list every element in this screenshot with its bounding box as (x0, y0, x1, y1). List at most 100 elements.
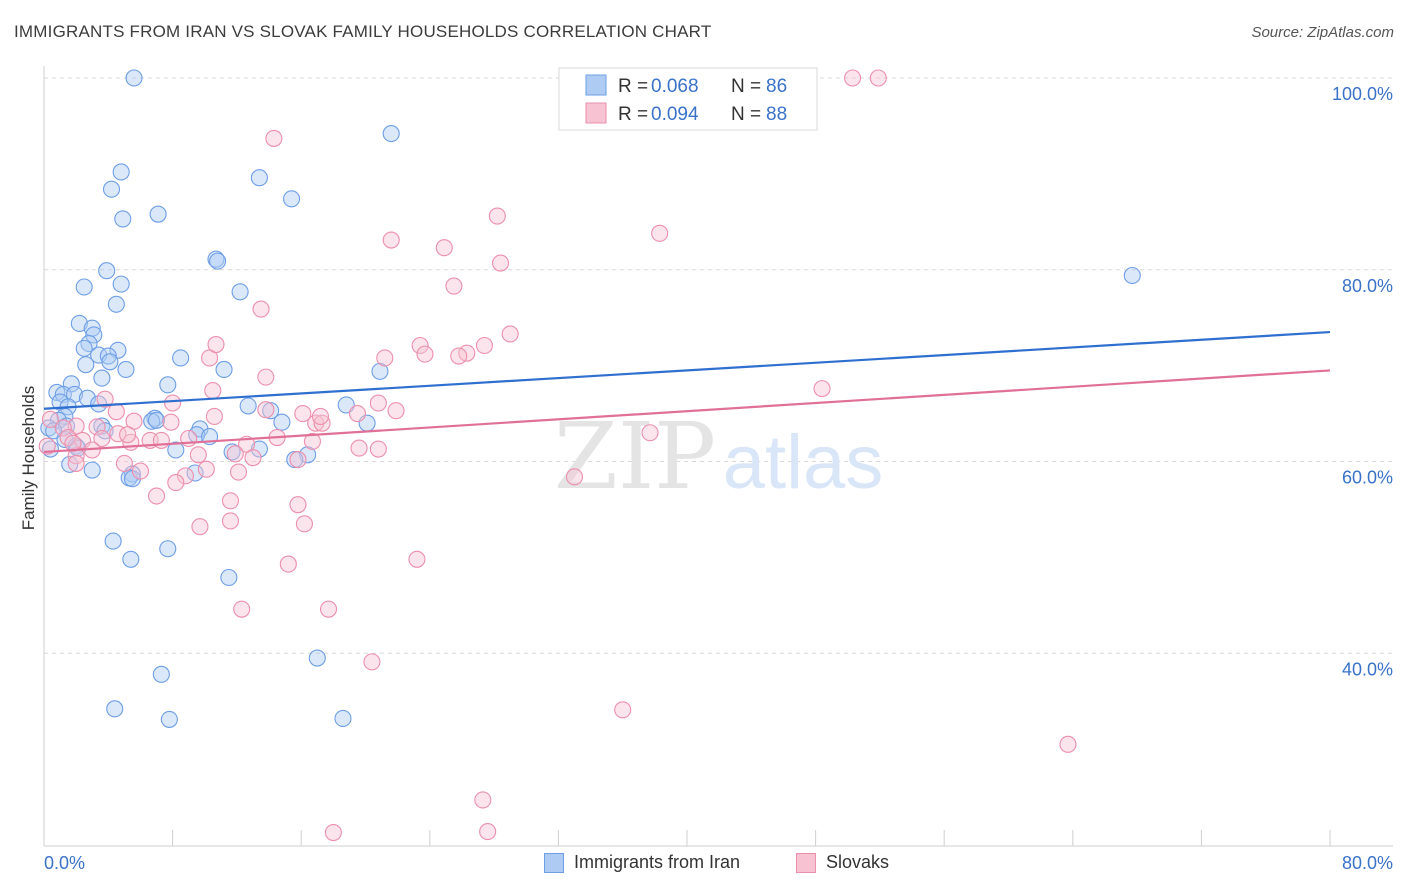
legend-swatch-pink (796, 852, 816, 873)
legend-n-value: 86 (766, 76, 787, 97)
legend-swatch-blue (585, 74, 607, 96)
data-point (54, 419, 72, 437)
y-tick-label: 60.0% (1342, 468, 1393, 488)
data-point (189, 446, 207, 464)
legend-label-slovaks: Slovaks (826, 852, 890, 872)
data-point (159, 540, 177, 558)
x-tick-label: 0.0% (44, 853, 85, 873)
data-point (197, 460, 215, 478)
trend-line-slovaks (43, 369, 1331, 454)
data-point (115, 454, 133, 472)
data-point (250, 169, 268, 187)
data-point (334, 709, 352, 727)
data-point (283, 190, 301, 208)
data-point (257, 401, 275, 419)
data-point (376, 349, 394, 367)
source-label: Source: ZipAtlas.com (1251, 24, 1394, 41)
data-point (162, 413, 180, 431)
data-point (220, 568, 238, 587)
top-legend: R = 0.068 N = 86 R = 0.094 N = 88 (558, 67, 818, 131)
data-point (75, 278, 93, 296)
data-point (614, 701, 632, 719)
legend-item-iran[interactable]: Immigrants from Iran (544, 852, 740, 873)
data-point (844, 69, 862, 87)
x-tick-label: 80.0% (1342, 853, 1393, 873)
data-point (252, 300, 270, 318)
data-point (295, 515, 313, 533)
y-tick-label: 100.0% (1332, 84, 1393, 104)
bottom-legend: Immigrants from Iran Slovaks (0, 852, 1406, 878)
data-point (450, 347, 468, 365)
data-point (40, 419, 58, 437)
data-point (369, 440, 387, 458)
data-point (869, 69, 887, 87)
gridlines (44, 77, 1393, 654)
legend-swatch-blue (544, 852, 564, 873)
data-point (239, 397, 257, 415)
legend-r-label: R = (618, 104, 648, 125)
data-point (96, 390, 114, 408)
data-point (93, 369, 111, 387)
data-point (371, 362, 389, 380)
data-point (205, 407, 223, 425)
watermark-atlas: atlas (723, 420, 884, 505)
data-point (265, 129, 283, 147)
data-point (641, 424, 659, 442)
data-point (350, 439, 368, 457)
data-point (125, 69, 143, 87)
data-point (106, 700, 124, 718)
data-point (41, 410, 59, 428)
data-point (41, 440, 59, 458)
data-point (147, 411, 166, 429)
data-point (164, 394, 182, 412)
data-point (565, 468, 584, 486)
data-point (813, 380, 831, 398)
data-point (186, 464, 204, 482)
data-point (229, 463, 248, 481)
data-point (308, 649, 326, 667)
data-point (77, 356, 95, 374)
data-point (221, 492, 240, 510)
data-point (149, 205, 167, 223)
data-point (107, 295, 125, 313)
legend-item-slovaks[interactable]: Slovaks (796, 852, 889, 873)
data-point (215, 360, 233, 379)
data-point (1059, 735, 1077, 753)
watermark-zip: ZIP (554, 403, 716, 510)
data-point (491, 254, 510, 272)
data-point (107, 403, 125, 421)
data-point (382, 125, 400, 143)
data-point (99, 347, 117, 365)
data-point (257, 368, 275, 386)
data-point (337, 396, 355, 414)
chart-title: IMMIGRANTS FROM IRAN VS SLOVAK FAMILY HO… (14, 22, 712, 41)
data-point (348, 405, 367, 423)
data-point (294, 405, 312, 423)
data-point (209, 252, 227, 270)
data-point (98, 262, 116, 280)
data-point (445, 277, 463, 295)
tick-labels: 40.0% 60.0% 80.0% 100.0% 0.0% 80.0% (44, 84, 1393, 873)
legend-n-value: 88 (766, 104, 787, 125)
data-point (303, 432, 322, 450)
legend-r-label: R = (618, 76, 648, 97)
data-point (122, 550, 140, 568)
data-point (104, 532, 122, 550)
data-point (1123, 266, 1141, 285)
data-point (117, 360, 135, 379)
data-point (435, 239, 453, 257)
data-point (160, 710, 178, 728)
legend-label-iran: Immigrants from Iran (574, 852, 741, 872)
data-point (488, 207, 506, 225)
y-axis-label: Family Households (19, 386, 38, 531)
data-point (416, 345, 434, 363)
data-point (176, 467, 195, 485)
data-point (369, 394, 387, 412)
data-point (112, 163, 130, 181)
data-point (119, 426, 137, 444)
data-point (479, 823, 497, 841)
data-point (474, 791, 492, 809)
data-point (67, 454, 85, 472)
trend-line-iran (43, 330, 1331, 410)
